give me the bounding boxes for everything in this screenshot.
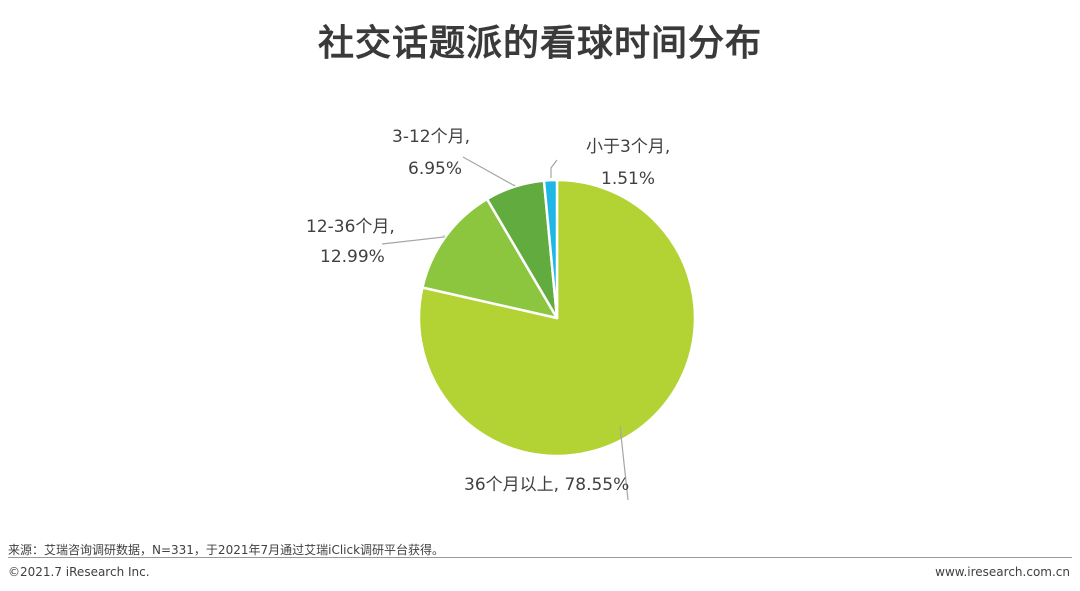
source-note: 来源：艾瑞咨询调研数据，N=331，于2021年7月通过艾瑞iClick调研平台… [8,543,445,557]
pie-slice-12-36-months [421,197,559,320]
website-link[interactable]: www.iresearch.com.cn [935,565,1070,579]
leader-line-36-plus-months [619,425,629,501]
slice-label-3-12-months-line1: 3-12个月, [392,127,470,147]
slice-label-12-36-months-line1: 12-36个月, [306,217,395,237]
pie-slice-under-3-months [542,178,559,320]
pie-slices [417,178,697,458]
copyright-text: ©2021.7 iResearch Inc. [8,565,150,579]
leader-line-3-12-months [462,156,516,187]
chart-title: 社交话题派的看球时间分布 [317,23,762,64]
pie-slice-36-plus-months [417,178,697,458]
slice-label-under-3-months-line2: 1.51% [601,169,655,189]
leader-line-under-3-months [550,159,558,178]
slice-label-12-36-months-line2: 12.99% [320,247,385,267]
slice-label-36-plus-months: 36个月以上, 78.55% [464,475,629,495]
slice-label-3-12-months-line2: 6.95% [408,159,462,179]
slice-labels: 36个月以上, 78.55% 12-36个月, 12.99% 3-12个月, 6… [306,127,670,495]
slice-label-under-3-months-line1: 小于3个月, [586,137,670,157]
leader-line-12-36-months [381,235,445,245]
leader-lines [381,156,629,501]
footer-divider [8,557,1072,558]
